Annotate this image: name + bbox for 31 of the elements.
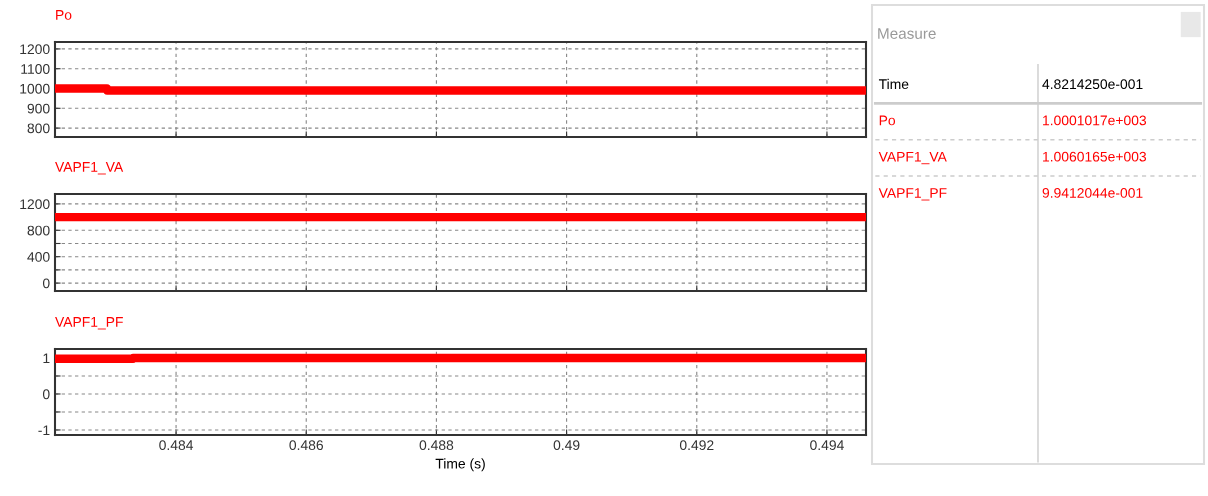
x-tick-label: 0.49: [553, 440, 580, 451]
text: 9.9412044e-001: [1042, 188, 1143, 198]
y-tick-label: 1100: [21, 64, 50, 74]
text: Measure: [878, 28, 936, 39]
text: Po: [879, 115, 896, 126]
x-tick-label: 0.492: [679, 440, 714, 451]
y-tick-label: 1: [43, 353, 50, 364]
text: Time: [878, 78, 909, 90]
y-tick-label: 1200: [20, 44, 50, 55]
x-tick-label: 0.484: [159, 440, 194, 451]
y-tick-label: 0: [42, 389, 50, 400]
y-tick-label: 900: [27, 103, 50, 114]
y-tick-label: 1200: [20, 199, 50, 210]
x-tick-label: 0.488: [419, 440, 454, 451]
x-tick-label: 0.486: [289, 440, 324, 451]
text: VAPF1_PF: [878, 188, 947, 201]
text: VAPF1_VA: [878, 151, 947, 165]
text: 1.0001017e+003: [1043, 115, 1147, 126]
y-tick-label: 800: [27, 123, 50, 134]
text: 4.8214250e-001: [1042, 79, 1143, 90]
x-axis-title: Time (s): [435, 458, 485, 472]
text: VAPF1_VA: [55, 162, 124, 175]
x-tick-label: 0.494: [810, 440, 844, 451]
y-tick-label: 400: [27, 252, 50, 262]
y-tick-label: 800: [27, 225, 50, 236]
y-tick-label: -1: [38, 425, 50, 435]
y-tick-label: 1000: [20, 83, 50, 94]
y-tick-label: 0: [42, 278, 50, 289]
text: Po: [56, 10, 72, 20]
text: VAPF1_PF: [55, 317, 123, 330]
text: 1.0060165e+003: [1043, 151, 1147, 162]
